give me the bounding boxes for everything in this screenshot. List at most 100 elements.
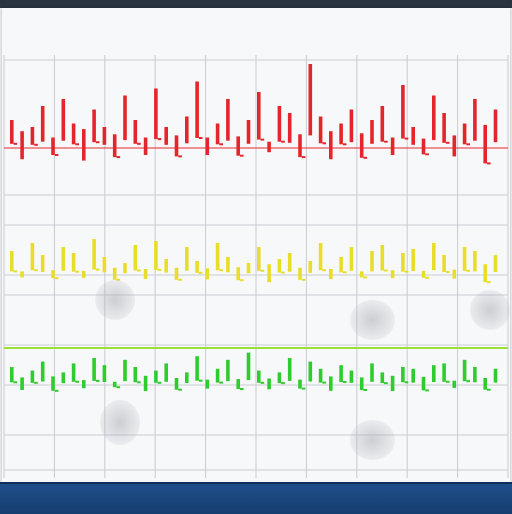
chart-bar [432, 243, 436, 271]
chart-bar [287, 253, 292, 272]
blur-smudge [100, 400, 140, 445]
chart-bar [493, 109, 498, 143]
chart-bar [71, 123, 76, 145]
chart-bar [215, 123, 220, 145]
chart-bar [143, 137, 148, 155]
chart-bar [61, 99, 66, 141]
chart-bar [246, 352, 251, 381]
blur-smudge [95, 280, 135, 320]
chart-bar [195, 356, 199, 381]
blur-smudge [350, 420, 395, 460]
chart-bar [236, 379, 240, 389]
chart-bar [143, 269, 148, 279]
chart-bar [318, 243, 323, 271]
chart-bar [164, 363, 168, 382]
chart-bar [174, 267, 179, 280]
chart-bar [112, 134, 117, 158]
chart-bar [82, 129, 86, 161]
chart-bar [133, 367, 138, 383]
chart-bar [40, 255, 45, 272]
chart-bar [123, 95, 127, 141]
chart-bar [308, 361, 313, 382]
chart-bar [411, 127, 415, 145]
chart-bar [298, 134, 302, 158]
chart-bar [30, 243, 35, 271]
chart-bar [195, 261, 199, 273]
chart-bar [462, 123, 467, 145]
chart-bar [411, 368, 415, 383]
chart-bar [329, 131, 333, 160]
chart-bar [380, 372, 385, 384]
chart-bar [30, 127, 35, 145]
chart-bar [380, 245, 385, 271]
chart-bar [82, 380, 86, 389]
chart-bar [185, 116, 189, 144]
chart-bar [370, 363, 374, 382]
chart-bar [287, 358, 292, 381]
chart-bar [267, 378, 271, 390]
chart-bar [205, 268, 210, 280]
chart-bar [483, 124, 487, 164]
blur-smudge [350, 300, 395, 340]
chart-bar [339, 365, 343, 382]
chart-bar [493, 368, 498, 383]
chart-bar [349, 109, 354, 143]
chart-bar [174, 135, 179, 157]
chart-bar [318, 368, 323, 383]
chart-bar [61, 372, 66, 384]
chart-bar [102, 127, 107, 145]
chart-bar [298, 267, 302, 280]
chart-bar [349, 370, 354, 383]
chart-bar [267, 141, 271, 153]
chart-bar [473, 99, 477, 141]
chart-bar [473, 367, 477, 383]
blur-smudge [470, 290, 510, 330]
chart-bar [82, 270, 86, 278]
chart-bar [452, 269, 457, 279]
chart-bar [390, 375, 395, 392]
chart-bar [401, 253, 405, 272]
chart-bar [339, 123, 343, 145]
chart-bar [267, 264, 271, 283]
chart-bar [164, 127, 168, 145]
chart-bar [298, 379, 302, 389]
chart-bar [154, 241, 158, 270]
chart-bar [61, 247, 66, 271]
chart-bar [359, 271, 364, 278]
chart-bar [40, 106, 45, 142]
chart-bar [349, 247, 354, 271]
chart-bar [10, 251, 14, 272]
chart-bar [370, 251, 374, 272]
chart-bar [71, 253, 76, 272]
chart-bar [257, 247, 261, 271]
chart-bar [30, 370, 35, 383]
chart-bar [10, 367, 14, 383]
chart-bar [195, 81, 199, 138]
chart-bar [401, 367, 405, 383]
chart-bar [236, 136, 240, 156]
chart-bar [40, 361, 45, 382]
chart-bar [112, 267, 117, 280]
chart-bar [205, 379, 210, 389]
chart-bar [318, 116, 323, 144]
chart-bar [236, 267, 240, 281]
chart-bar [102, 257, 107, 273]
chart-bar [20, 271, 24, 278]
chart-bar [10, 120, 14, 144]
chart-bar [277, 372, 282, 384]
chart-bar [215, 243, 220, 271]
chart-bar [246, 263, 251, 274]
chart-bar [277, 106, 282, 142]
chart-bar [483, 378, 487, 390]
chart-bar [112, 381, 117, 388]
chart-bar [102, 365, 107, 382]
chart-bar [473, 251, 477, 272]
chart-bar [442, 363, 446, 382]
chart-bar [92, 109, 96, 143]
chart-bar [143, 375, 148, 392]
chart-bar [154, 370, 158, 383]
chart-bar [185, 372, 189, 384]
chart-bar [287, 113, 292, 143]
taskbar [0, 482, 512, 514]
chart-bar [462, 247, 467, 271]
